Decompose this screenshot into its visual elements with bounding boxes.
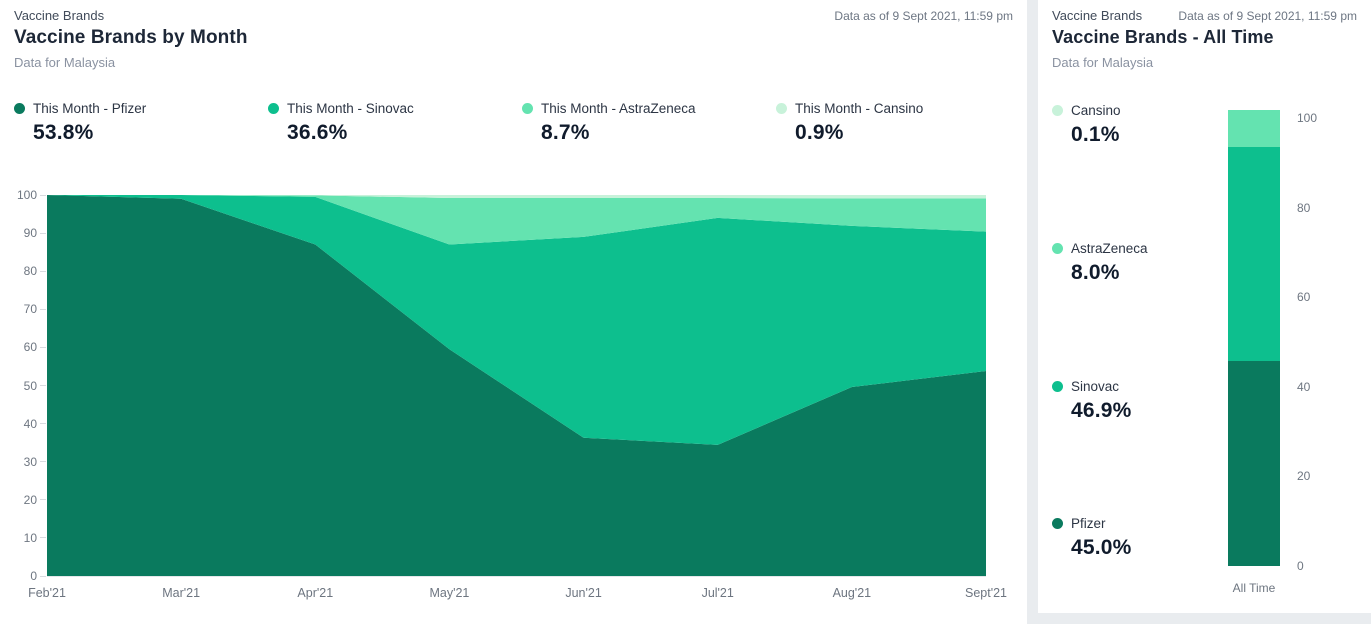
legend-value: 0.1% xyxy=(1071,123,1120,146)
area-series-this-month-pfizer[interactable] xyxy=(47,195,986,576)
legend-value: 53.8% xyxy=(33,121,94,144)
y-axis-tick-mark xyxy=(40,232,46,234)
bar-y-axis-tick-label: 40 xyxy=(1297,379,1311,394)
y-axis-tick-label: 30 xyxy=(23,454,37,469)
bar-segment-sinovac[interactable] xyxy=(1228,146,1280,361)
y-axis-tick-label: 90 xyxy=(23,226,37,241)
y-axis-tick-label: 10 xyxy=(23,530,37,545)
bar-y-axis-tick-label: 60 xyxy=(1297,290,1311,305)
y-axis-tick-label: 40 xyxy=(23,416,37,431)
legend-value: 46.9% xyxy=(1071,399,1132,422)
y-axis-tick-label: 60 xyxy=(23,340,37,355)
y-axis-tick-mark xyxy=(40,575,46,577)
legend-dot-icon xyxy=(1052,518,1063,529)
legend-label: This Month - Sinovac xyxy=(287,101,414,116)
y-axis-tick-mark xyxy=(40,270,46,272)
bar-x-axis-label: All Time xyxy=(1232,581,1276,595)
stacked-area-chart-svg xyxy=(47,195,986,576)
bar-y-axis-tick-label: 100 xyxy=(1297,111,1318,125)
area-series-this-month-cansino[interactable] xyxy=(47,195,986,199)
x-axis-label: Jul'21 xyxy=(701,586,734,600)
card-subtitle: Data for Malaysia xyxy=(1052,55,1154,70)
legend-item-sinovac[interactable]: Sinovac 46.9% xyxy=(1052,379,1132,423)
legend-label: AstraZeneca xyxy=(1071,241,1148,256)
legend-value: 0.9% xyxy=(795,121,844,144)
y-axis-tick-label: 70 xyxy=(23,302,37,317)
legend-dot-icon xyxy=(522,103,533,114)
legend-dot-icon xyxy=(1052,243,1063,254)
vaccine-brands-by-month-card: Vaccine Brands Data as of 9 Sept 2021, 1… xyxy=(0,0,1027,624)
x-axis-label: Sept'21 xyxy=(964,586,1007,600)
area-series-this-month-sinovac[interactable] xyxy=(47,195,986,445)
stacked-area-chart xyxy=(47,195,986,577)
legend-value: 8.7% xyxy=(541,121,590,144)
data-as-of-timestamp: Data as of 9 Sept 2021, 11:59 pm xyxy=(834,9,1013,23)
y-axis-tick-mark xyxy=(40,308,46,310)
x-axis-label: May'21 xyxy=(429,586,470,600)
y-axis-tick-label: 0 xyxy=(30,569,37,583)
y-axis-tick-mark xyxy=(40,423,46,425)
bar-y-axis-tick-label: 20 xyxy=(1297,469,1311,484)
legend-dot-icon xyxy=(776,103,787,114)
data-as-of-timestamp: Data as of 9 Sept 2021, 11:59 pm xyxy=(1178,9,1357,23)
legend-value: 45.0% xyxy=(1071,536,1132,559)
card-eyebrow: Vaccine Brands xyxy=(1052,8,1143,23)
legend-label: This Month - Cansino xyxy=(795,101,924,116)
legend-label: This Month - Pfizer xyxy=(33,101,147,116)
legend-label: This Month - AstraZeneca xyxy=(541,101,696,116)
x-axis-label: Feb'21 xyxy=(28,586,66,600)
x-axis-label: Apr'21 xyxy=(297,586,334,600)
y-axis-tick-label: 20 xyxy=(23,492,37,507)
legend-label: Sinovac xyxy=(1071,379,1120,394)
legend-item-astrazeneca[interactable]: This Month - AstraZeneca 8.7% xyxy=(522,101,776,145)
y-axis-tick-mark xyxy=(40,194,46,196)
y-axis-tick-label: 50 xyxy=(23,378,37,393)
y-axis-tick-label: 80 xyxy=(23,264,37,279)
legend-dot-icon xyxy=(268,103,279,114)
legend-item-cansino[interactable]: This Month - Cansino 0.9% xyxy=(776,101,1030,145)
card-subtitle: Data for Malaysia xyxy=(14,55,116,70)
legend-value: 36.6% xyxy=(287,121,348,144)
bar-segment-astrazeneca[interactable] xyxy=(1228,110,1280,147)
legend-item-pfizer[interactable]: This Month - Pfizer 53.8% xyxy=(14,101,268,145)
area-series-this-month-astrazeneca[interactable] xyxy=(47,195,986,245)
y-axis-tick-mark xyxy=(40,385,46,386)
bar-segment-pfizer[interactable] xyxy=(1228,360,1280,566)
legend-item-astrazeneca[interactable]: AstraZeneca 8.0% xyxy=(1052,241,1148,285)
y-axis-tick-label: 100 xyxy=(16,188,37,202)
legend-label: Cansino xyxy=(1071,103,1121,118)
y-axis-tick-mark xyxy=(40,499,46,501)
legend-dot-icon xyxy=(14,103,25,114)
legend-value: 8.0% xyxy=(1071,261,1120,284)
legend-dot-icon xyxy=(1052,381,1063,392)
x-axis-label: Aug'21 xyxy=(832,586,872,600)
vaccine-brands-all-time-card: Vaccine Brands Data as of 9 Sept 2021, 1… xyxy=(1038,0,1371,613)
bar-y-axis-tick-label: 80 xyxy=(1297,200,1311,215)
y-axis-tick-mark xyxy=(40,537,46,539)
legend-item-pfizer[interactable]: Pfizer 45.0% xyxy=(1052,516,1132,560)
legend-dot-icon xyxy=(1052,105,1063,116)
page-title: Vaccine Brands by Month xyxy=(14,27,248,48)
legend-item-cansino[interactable]: Cansino 0.1% xyxy=(1052,103,1121,147)
stacked-bar-chart xyxy=(1228,110,1280,566)
legend-item-sinovac[interactable]: This Month - Sinovac 36.6% xyxy=(268,101,522,145)
page-title: Vaccine Brands - All Time xyxy=(1052,27,1274,47)
bar-y-axis-tick-label: 0 xyxy=(1297,559,1304,573)
y-axis-tick-mark xyxy=(40,346,46,348)
x-axis-label: Mar'21 xyxy=(162,586,201,600)
card-eyebrow: Vaccine Brands xyxy=(14,8,105,23)
legend: This Month - Pfizer 53.8% This Month - S… xyxy=(14,101,1030,145)
legend-label: Pfizer xyxy=(1071,516,1106,531)
x-axis-label: Jun'21 xyxy=(565,586,602,600)
y-axis-tick-mark xyxy=(40,461,46,463)
